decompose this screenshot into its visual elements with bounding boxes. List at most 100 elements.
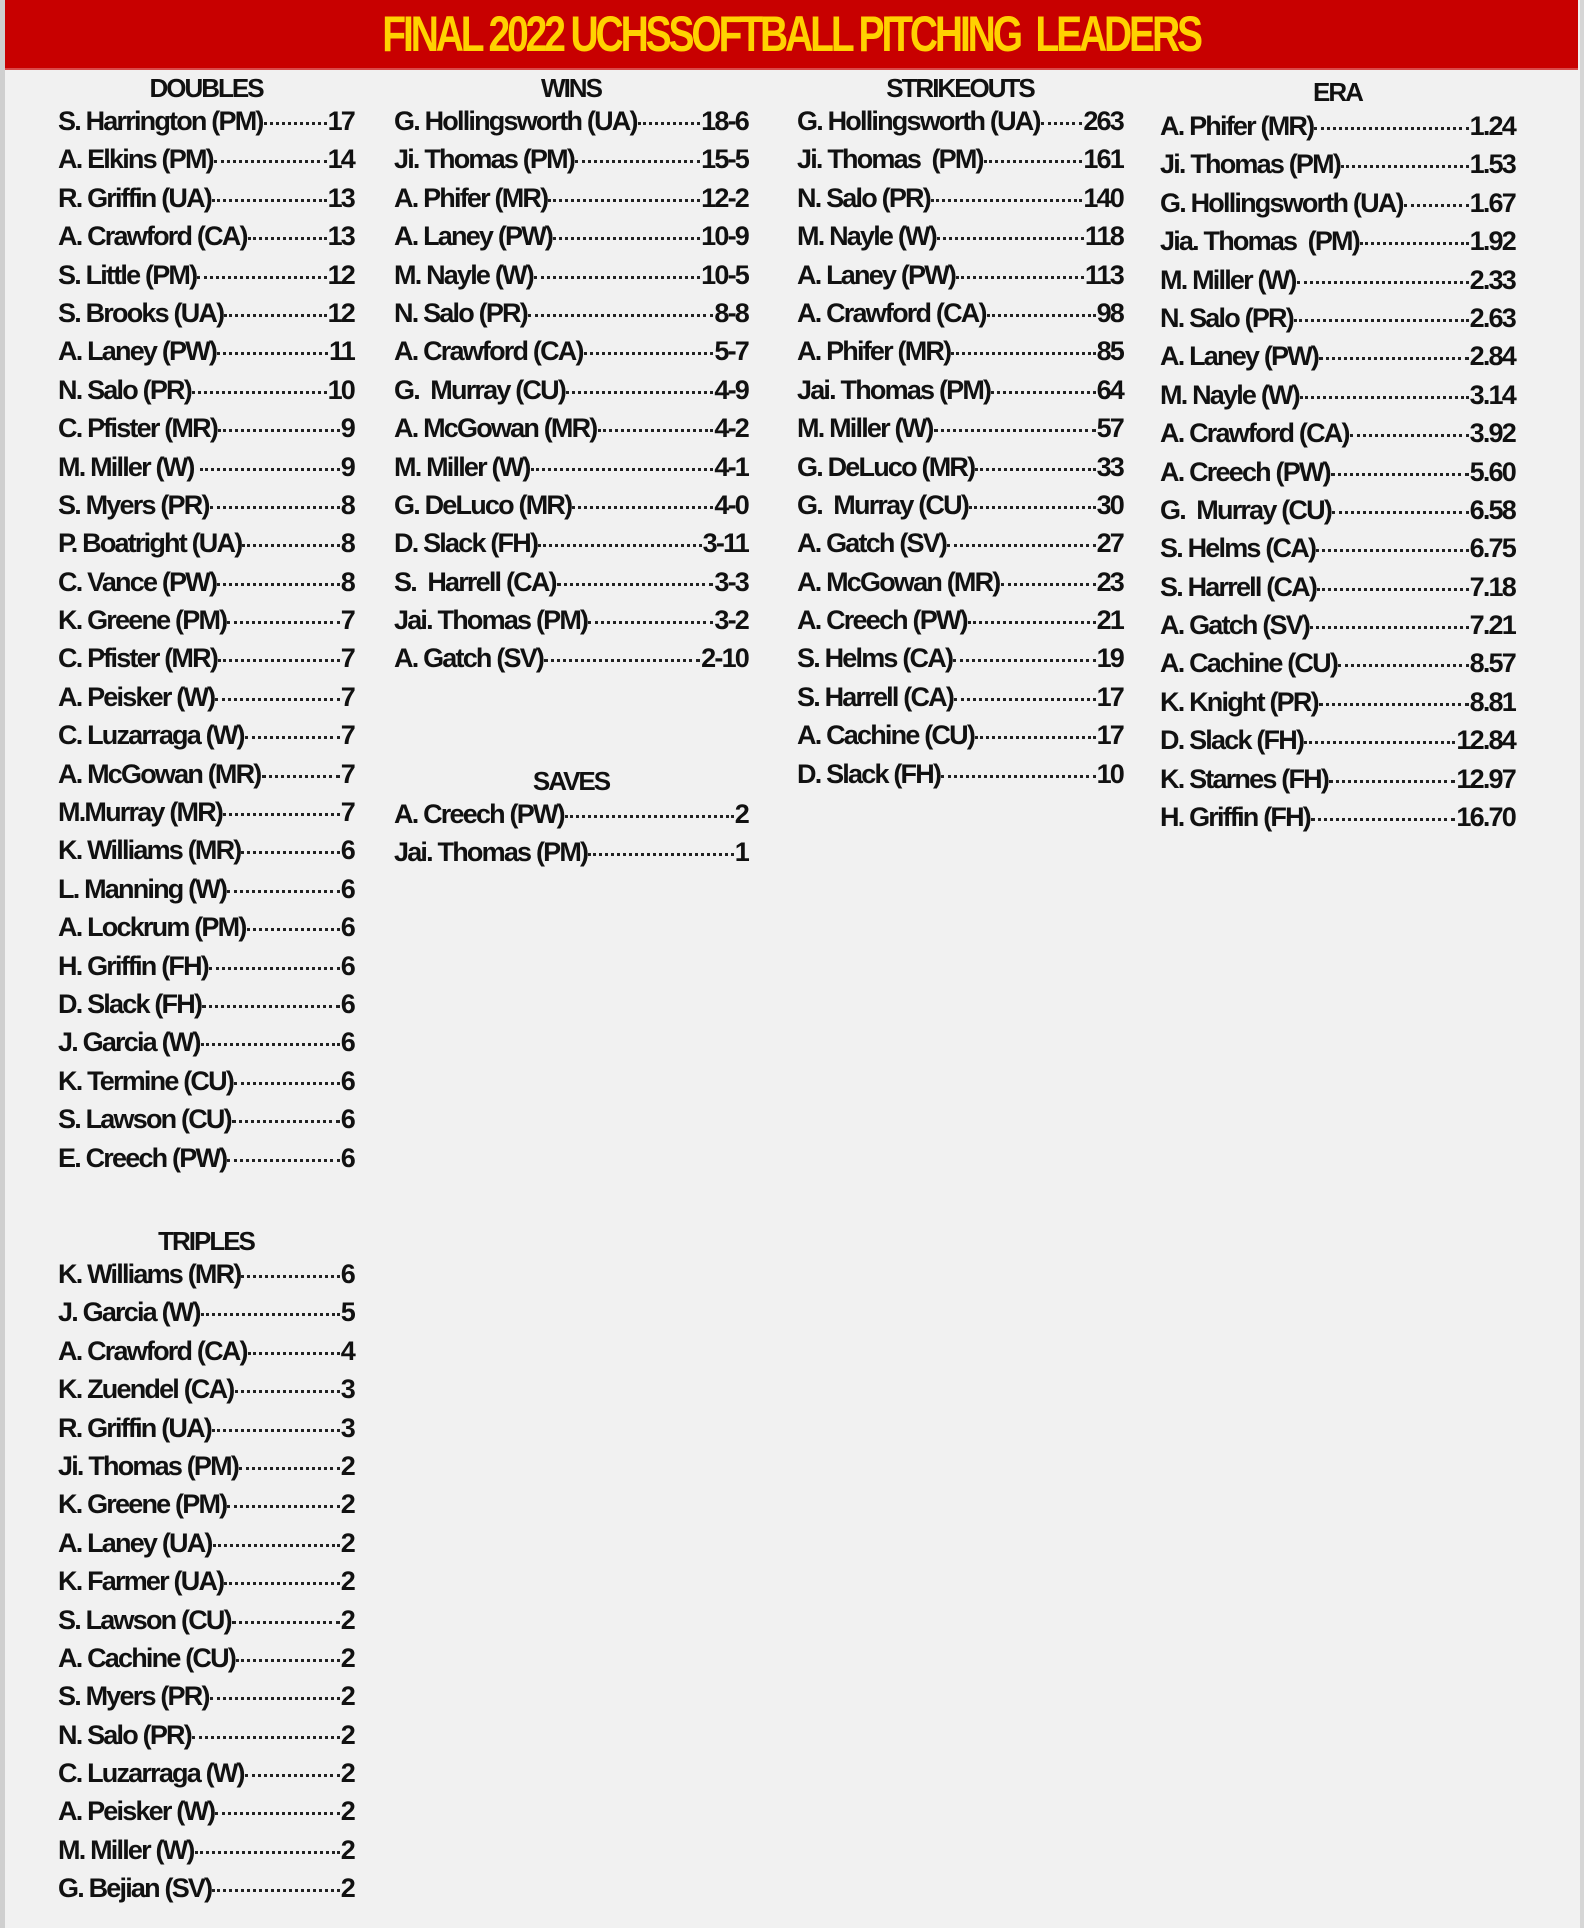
wins-section: WINS G. Hollingsworth (UA) 18-6 Ji. Thomas… bbox=[394, 70, 750, 678]
leader-row: G. Murray (CU) 4-9 bbox=[394, 371, 750, 409]
leader-row: Ji. Thomas (PM) 2 bbox=[58, 1447, 356, 1485]
player-name: K. Greene (PM) bbox=[58, 1489, 228, 1520]
stat-value: 6.75 bbox=[1469, 533, 1517, 564]
triples-section: TRIPLES K. Williams (MR) 6 J. Garcia (W) 5 A… bbox=[58, 1223, 356, 1908]
dot-leader bbox=[527, 313, 714, 317]
player-name: A. Crawford (CA) bbox=[797, 297, 988, 328]
dot-leader bbox=[544, 659, 701, 663]
leader-row: A. Phifer (MR) 1.24 bbox=[1160, 107, 1517, 145]
dot-leader bbox=[263, 122, 327, 125]
dot-leader bbox=[951, 352, 1096, 356]
player-name: G. Murray (CU) bbox=[394, 374, 567, 405]
dot-leader bbox=[1316, 549, 1469, 553]
dot-leader bbox=[1299, 395, 1469, 399]
dot-leader bbox=[1318, 702, 1469, 706]
dot-leader bbox=[1341, 165, 1469, 169]
stat-value: 6 bbox=[340, 1065, 356, 1096]
leader-row: G. Hollingsworth (UA) 18-6 bbox=[394, 102, 750, 140]
leader-row: L. Manning (W) 6 bbox=[58, 870, 356, 908]
section-title: STRIKEOUTS bbox=[886, 73, 1036, 103]
player-name: Ji. Thomas (PM) bbox=[797, 144, 985, 175]
player-name: A. McGowan (MR) bbox=[394, 413, 598, 444]
leader-row: K. Knight (PR) 8.81 bbox=[1160, 683, 1517, 721]
leader-row: S. Brooks (UA) 12 bbox=[58, 294, 356, 332]
leader-row: K. Termine (CU) 6 bbox=[58, 1062, 356, 1100]
dot-leader bbox=[213, 160, 327, 164]
stat-value: 7 bbox=[340, 643, 356, 674]
player-name: A. McGowan (MR) bbox=[58, 758, 262, 789]
leader-row: K. Farmer (UA) 2 bbox=[58, 1562, 356, 1600]
player-name: A. Cachine (CU) bbox=[58, 1642, 237, 1673]
player-name: K. Greene (PM) bbox=[58, 605, 228, 636]
leader-row: A. Creech (PW) 2 bbox=[394, 795, 750, 833]
player-name: G. Hollingsworth (UA) bbox=[797, 106, 1041, 136]
player-name: K. Starnes (FH) bbox=[1160, 763, 1330, 794]
leader-row: A. Peisker (W) 7 bbox=[58, 678, 356, 716]
dot-leader bbox=[588, 853, 734, 857]
leader-row: A. Crawford (CA) 4 bbox=[58, 1332, 356, 1370]
dot-leader bbox=[553, 237, 701, 241]
player-name: H. Griffin (FH) bbox=[58, 950, 210, 981]
stat-value: 4-0 bbox=[714, 489, 749, 520]
leader-row: H. Griffin (FH) 6 bbox=[58, 947, 356, 985]
leader-row: M. Miller (W) 2.33 bbox=[1160, 261, 1517, 299]
dot-leader bbox=[954, 697, 1096, 701]
player-name: D. Slack (FH) bbox=[394, 528, 539, 559]
player-name: A. Crawford (CA) bbox=[58, 221, 249, 252]
stat-value: 23 bbox=[1096, 566, 1125, 597]
player-name: M. Miller (W) bbox=[394, 451, 531, 482]
player-name: A. Cachine (CU) bbox=[797, 720, 976, 751]
stat-value: 2.84 bbox=[1469, 341, 1517, 372]
dot-leader bbox=[1304, 741, 1456, 745]
dot-leader bbox=[1310, 626, 1469, 630]
player-name: Ji. Thomas (PM) bbox=[394, 144, 576, 175]
player-name: A. Crawford (CA) bbox=[1160, 418, 1351, 449]
player-name: G. DeLuco (MR) bbox=[394, 489, 573, 520]
leader-row: S. Helms (CA) 19 bbox=[797, 639, 1125, 677]
leader-row: N. Salo (PR) 2 bbox=[58, 1716, 356, 1754]
player-name: A. Phifer (MR) bbox=[797, 336, 952, 367]
stat-value: 12.84 bbox=[1456, 725, 1516, 756]
stat-value: 3.92 bbox=[1469, 418, 1517, 449]
player-name: N. Salo (PR) bbox=[58, 374, 193, 405]
dot-leader bbox=[1310, 818, 1456, 822]
stat-value: 18-6 bbox=[701, 106, 750, 136]
player-name: S. Lawson (CU) bbox=[58, 1104, 233, 1135]
dot-leader bbox=[231, 1620, 340, 1624]
stat-value: 8 bbox=[340, 528, 356, 559]
dot-leader bbox=[200, 467, 340, 471]
player-name: C. Pfister (MR) bbox=[58, 643, 219, 674]
player-name: S. Lawson (CU) bbox=[58, 1604, 233, 1635]
dot-leader bbox=[246, 928, 340, 932]
stat-value: 118 bbox=[1084, 221, 1125, 252]
leader-row: N. Salo (PR) 10 bbox=[58, 371, 356, 409]
section-title: DOUBLES bbox=[149, 73, 264, 103]
dot-leader bbox=[208, 966, 340, 970]
stat-value: 2 bbox=[340, 1642, 356, 1673]
era-section: ERA A. Phifer (MR) 1.24 Ji. Thomas (PM) 1.5… bbox=[1160, 74, 1517, 836]
leader-row: R. Griffin (UA) 13 bbox=[58, 179, 356, 217]
player-name: G. Murray (CU) bbox=[1160, 494, 1333, 525]
stat-value: 64 bbox=[1096, 374, 1125, 405]
dot-leader bbox=[241, 1275, 340, 1278]
leader-row: S. Myers (PR) 8 bbox=[58, 486, 356, 524]
leader-row: S. Lawson (CU) 2 bbox=[58, 1601, 356, 1639]
stat-value: 6 bbox=[340, 1027, 356, 1058]
dot-leader bbox=[227, 1505, 340, 1509]
leader-row: K. Williams (MR) 6 bbox=[58, 1255, 356, 1293]
dot-leader bbox=[956, 275, 1084, 279]
player-name: M.Murray (MR) bbox=[58, 797, 224, 828]
stat-value: 6 bbox=[340, 1104, 356, 1135]
player-name: N. Salo (PR) bbox=[797, 182, 932, 213]
leader-row: M. Miller (W) 4-1 bbox=[394, 448, 750, 486]
player-name: A. Phifer (MR) bbox=[394, 182, 549, 213]
stat-value: 7 bbox=[340, 681, 356, 712]
dot-leader bbox=[227, 621, 340, 625]
stat-value: 2 bbox=[340, 1873, 356, 1904]
stat-value: 2 bbox=[340, 1758, 356, 1789]
player-name: C. Vance (PW) bbox=[58, 566, 218, 597]
stat-value: 10-9 bbox=[701, 221, 750, 252]
leader-row: A. Gatch (SV) 27 bbox=[797, 524, 1125, 562]
stat-value: 21 bbox=[1096, 605, 1125, 636]
leader-row: A. Laney (PW) 11 bbox=[58, 332, 356, 370]
